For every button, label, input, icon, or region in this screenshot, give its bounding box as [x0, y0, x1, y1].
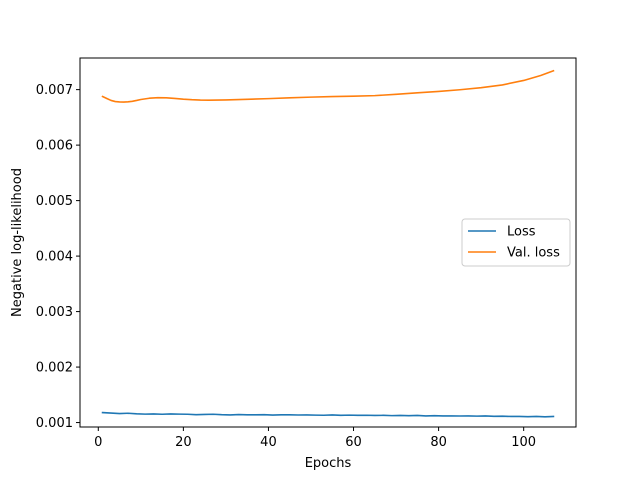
x-tick-label: 60: [345, 435, 362, 450]
y-tick-label: 0.003: [36, 305, 73, 320]
legend-label-val-loss: Val. loss: [507, 246, 560, 261]
x-tick-label: 0: [94, 435, 102, 450]
y-tick-label: 0.005: [36, 194, 73, 209]
x-tick-label: 40: [260, 435, 277, 450]
y-tick-label: 0.007: [36, 83, 73, 98]
y-axis-label: Negative log-likelihood: [10, 168, 25, 317]
series-line-loss: [101, 411, 555, 418]
y-tick-label: 0.004: [36, 250, 73, 265]
series-line-val-loss: [101, 69, 555, 103]
plot-area: 0 20 40 60 80 100 0.001 0.002 0.003 0.004 0.005 0.0…: [36, 57, 577, 450]
x-tick-label: 100: [511, 435, 536, 450]
legend-label-loss: Loss: [507, 225, 536, 240]
y-tick-label: 0.001: [36, 416, 73, 431]
x-tick-label: 20: [175, 435, 192, 450]
legend: Loss Val. loss: [461, 218, 571, 267]
y-tick-label: 0.002: [36, 361, 73, 376]
x-tick-label: 80: [430, 435, 447, 450]
y-tick-label: 0.006: [36, 139, 73, 154]
x-axis-label: Epochs: [305, 456, 352, 471]
axes-frame: [79, 57, 577, 428]
